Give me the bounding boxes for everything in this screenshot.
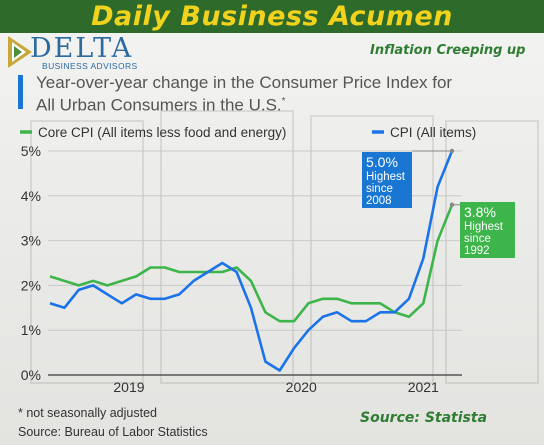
y-tick-label: 3% xyxy=(21,233,41,249)
source-credit: Source: Statista xyxy=(360,410,488,426)
legend-label: Core CPI (All items less food and energy… xyxy=(38,125,286,140)
chart-title: Year-over-year change in the Consumer Pr… xyxy=(36,73,506,115)
x-axis: 2019 2020 2021 xyxy=(113,379,439,395)
annotation-text: 2008 xyxy=(366,195,392,207)
title-accent-bar xyxy=(18,75,23,109)
annotation-text: since xyxy=(464,233,491,245)
headline: Inflation Creeping up xyxy=(370,43,526,58)
y-axis: 0% 1% 2% 3% 4% 5% xyxy=(21,143,41,383)
logo-subtitle: BUSINESS ADVISORS xyxy=(42,61,138,71)
y-tick-label: 5% xyxy=(21,143,41,159)
annotation-text: Highest xyxy=(366,171,406,183)
annotation-box xyxy=(460,202,515,258)
banner-title: Daily Business Acumen xyxy=(91,1,453,32)
x-tick-label: 2021 xyxy=(408,379,439,395)
x-tick-label: 2019 xyxy=(113,379,144,395)
annotation-text: since xyxy=(366,183,393,195)
y-tick-label: 1% xyxy=(21,322,41,338)
x-tick-label: 2020 xyxy=(286,379,317,395)
legend: Core CPI (All items less food and energy… xyxy=(20,125,476,140)
y-tick-label: 4% xyxy=(21,188,41,204)
chart-title-line1: Year-over-year change in the Consumer Pr… xyxy=(36,73,453,92)
annotation-box xyxy=(362,152,412,208)
annotation-value: 3.8% xyxy=(464,204,496,220)
legend-label: CPI (All items) xyxy=(390,125,476,140)
delta-logo-icon xyxy=(8,36,32,68)
annotation-text: Highest xyxy=(464,221,504,233)
chart-title-line2: All Urban Consumers in the U.S. xyxy=(36,95,282,115)
series-lines xyxy=(49,150,454,372)
footnote: * not seasonally adjusted xyxy=(18,406,157,420)
chart-title-mark: * xyxy=(281,96,286,107)
annotation-dot xyxy=(449,202,455,207)
series-line xyxy=(49,150,454,372)
annotation-text: 1992 xyxy=(464,245,490,257)
annotation-value: 5.0% xyxy=(366,154,398,170)
source-note: Source: Bureau of Labor Statistics xyxy=(18,425,208,439)
y-tick-label: 2% xyxy=(21,277,41,293)
logo-wordmark: DELTA xyxy=(30,33,134,64)
y-tick-label: 0% xyxy=(21,367,41,383)
series-line xyxy=(49,204,454,323)
annotation-dot xyxy=(449,148,455,154)
banner: Daily Business Acumen xyxy=(0,0,544,33)
